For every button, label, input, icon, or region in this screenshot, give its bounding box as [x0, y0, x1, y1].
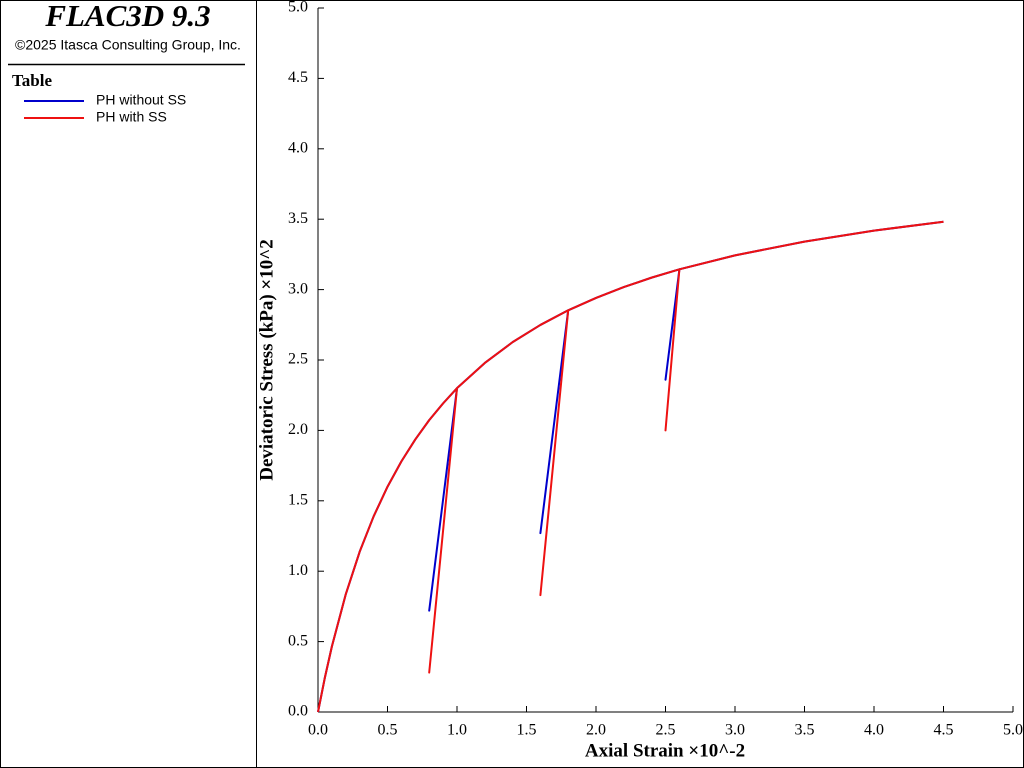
x-tick-label: 5.0	[1003, 722, 1023, 739]
y-tick-label: 0.5	[288, 632, 308, 649]
x-tick-label: 3.0	[725, 722, 745, 739]
x-tick-label: 4.0	[864, 722, 884, 739]
y-tick-label: 2.0	[288, 421, 308, 438]
legend-title: Table	[12, 71, 52, 90]
series-line	[317, 220, 944, 713]
y-tick-label: 3.0	[288, 280, 308, 297]
x-tick-label: 1.0	[447, 722, 467, 739]
legend-label: PH with SS	[96, 109, 167, 125]
y-tick-label: 3.5	[288, 210, 308, 227]
y-tick-label: 4.5	[288, 69, 308, 86]
chart-title: FLAC3D 9.3	[44, 0, 210, 33]
legend-label: PH without SS	[96, 92, 186, 108]
x-tick-label: 2.0	[586, 722, 606, 739]
y-tick-label: 1.5	[288, 491, 308, 508]
y-tick-label: 2.5	[288, 351, 308, 368]
x-tick-label: 0.0	[308, 722, 328, 739]
y-tick-label: 0.0	[288, 703, 308, 720]
x-tick-label: 2.5	[656, 722, 676, 739]
y-tick-label: 4.0	[288, 139, 308, 156]
x-tick-label: 1.5	[517, 722, 537, 739]
subtitle: ©2025 Itasca Consulting Group, Inc.	[15, 37, 241, 53]
x-tick-label: 0.5	[378, 722, 398, 739]
y-tick-label: 1.0	[288, 562, 308, 579]
x-tick-label: 4.5	[934, 722, 954, 739]
y-tick-label: 5.0	[288, 0, 308, 16]
x-tick-label: 3.5	[795, 722, 815, 739]
y-axis-label: Deviatoric Stress (kPa) ×10^2	[256, 239, 277, 481]
x-axis-label: Axial Strain ×10^-2	[585, 740, 745, 761]
